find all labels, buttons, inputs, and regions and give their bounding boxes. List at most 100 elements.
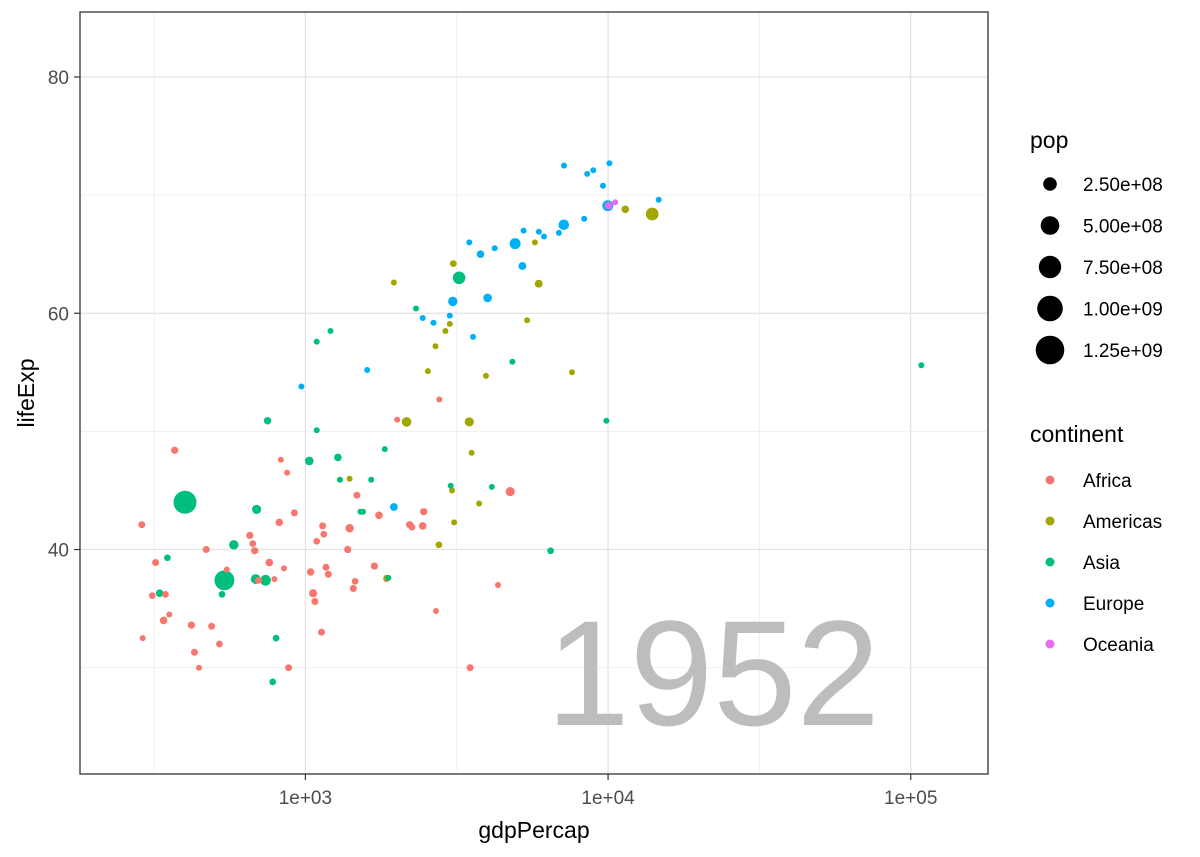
data-point-africa (320, 530, 328, 538)
color-legend-key (1045, 557, 1055, 567)
data-point-europe (470, 333, 476, 340)
data-point-americas (401, 417, 412, 427)
data-point-africa (190, 648, 199, 656)
color-legend-label: Africa (1083, 471, 1132, 492)
data-point-africa (275, 518, 284, 527)
data-point-asia (252, 504, 262, 514)
data-point-europe (466, 239, 473, 246)
x-tick-label: 1e+04 (581, 788, 635, 809)
y-axis: 40 60 80 (48, 68, 80, 562)
data-point-americas (534, 279, 543, 288)
data-point-africa (311, 597, 319, 606)
x-axis: 1e+03 1e+04 1e+05 (279, 774, 937, 809)
data-point-europe (520, 227, 527, 234)
size-legend-label: 5.00e+08 (1083, 217, 1163, 238)
data-point-asia (447, 482, 454, 489)
data-point-africa (408, 523, 416, 531)
data-point-americas (524, 317, 531, 324)
data-point-africa (281, 565, 287, 572)
data-point-americas (424, 368, 431, 375)
data-point-asia (218, 591, 226, 598)
data-point-oceania (604, 201, 613, 210)
data-point-americas (531, 239, 538, 246)
data-point-africa (344, 545, 352, 554)
data-point-asia (214, 570, 235, 591)
data-point-africa (187, 621, 196, 629)
y-tick-label: 40 (48, 541, 69, 562)
size-legend-label: 1.25e+09 (1083, 341, 1163, 362)
data-point-europe (558, 222, 565, 229)
data-point-europe (430, 319, 437, 326)
size-legend-key (1038, 255, 1062, 279)
data-point-africa (254, 576, 263, 584)
data-point-asia (918, 362, 925, 369)
data-point-europe (390, 503, 398, 511)
data-point-asia (603, 417, 610, 424)
data-point-europe (590, 167, 597, 174)
data-point-africa (138, 521, 146, 529)
data-point-africa (265, 558, 274, 567)
data-point-asia (269, 678, 277, 686)
data-point-europe (446, 312, 453, 319)
y-tick-label: 80 (48, 68, 69, 89)
color-legend-title: continent (1030, 421, 1124, 447)
data-point-europe (476, 250, 485, 259)
data-point-africa (353, 491, 361, 499)
data-point-europe (509, 238, 521, 250)
data-point-africa (196, 664, 202, 671)
data-point-europe (561, 162, 567, 169)
data-point-africa (495, 582, 501, 588)
data-point-asia (313, 338, 320, 345)
grid (80, 12, 988, 774)
data-point-africa (433, 608, 439, 614)
data-point-asia (488, 483, 495, 490)
data-point-americas (390, 279, 397, 286)
data-point-asia (336, 476, 343, 483)
data-point-africa (505, 487, 515, 497)
size-legend-key (1043, 177, 1057, 191)
year-annotation: 1952 (546, 589, 880, 757)
data-point-africa (159, 616, 168, 625)
panel-border (79, 11, 989, 775)
data-point-asia (229, 540, 239, 550)
x-tick-label: 1e+03 (279, 788, 332, 809)
x-axis-title: gdpPercap (478, 817, 589, 843)
data-point-europe (298, 383, 305, 390)
size-legend-label: 7.50e+08 (1083, 258, 1163, 279)
data-point-asia (260, 574, 271, 586)
data-point-asia (327, 328, 334, 334)
size-legend-key (1037, 295, 1063, 322)
data-point-asia (547, 547, 554, 555)
color-legend-key (1045, 598, 1055, 608)
data-point-africa (216, 640, 223, 648)
data-point-asia (452, 271, 466, 285)
data-point-asia (263, 417, 272, 425)
data-point-africa (319, 522, 327, 530)
data-point-europe (419, 315, 426, 321)
data-point-africa (349, 584, 357, 593)
data-point-americas (645, 207, 659, 221)
data-point-africa (285, 664, 293, 672)
color-legend-key (1045, 475, 1055, 485)
data-point-europe (541, 233, 547, 240)
data-point-europe (518, 262, 527, 270)
data-point-asia (155, 589, 164, 598)
color-legend-label: Asia (1083, 553, 1120, 574)
data-point-americas (435, 541, 443, 549)
data-point-europe (606, 160, 613, 167)
data-point-europe (584, 170, 591, 177)
data-point-africa (351, 578, 359, 585)
data-point-africa (370, 562, 379, 570)
data-point-africa (171, 446, 179, 454)
data-point-europe (655, 196, 662, 203)
data-point-asia (413, 305, 419, 312)
data-point-africa (166, 611, 173, 618)
data-point-europe (448, 296, 458, 307)
data-point-africa (317, 628, 326, 636)
size-legend-title: pop (1030, 127, 1068, 153)
data-point-africa (324, 570, 332, 578)
data-point-asia (381, 446, 388, 453)
data-point-americas (449, 260, 457, 267)
data-point-americas (442, 328, 449, 334)
